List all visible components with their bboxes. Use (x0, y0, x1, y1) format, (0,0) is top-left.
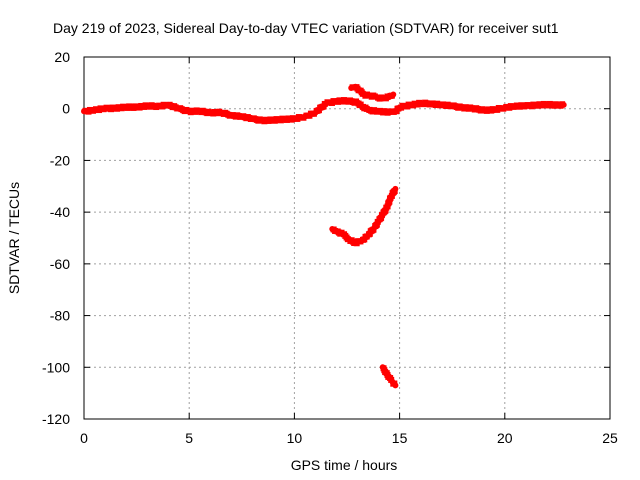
data-point (560, 101, 567, 108)
data-point (392, 185, 399, 192)
x-tick-label: 10 (287, 430, 303, 446)
series-upper-arc (348, 83, 397, 102)
y-tick-label: -100 (42, 359, 70, 375)
y-tick-label: -40 (50, 204, 70, 220)
x-tick-label: 20 (497, 430, 513, 446)
y-tick-label: -60 (50, 256, 70, 272)
y-tick-label: -20 (50, 152, 70, 168)
y-tick-label: -80 (50, 308, 70, 324)
x-tick-label: 5 (185, 430, 193, 446)
y-tick-label: -120 (42, 411, 70, 427)
x-tick-label: 15 (392, 430, 408, 446)
data-point (390, 91, 397, 98)
x-tick-label: 0 (80, 430, 88, 446)
x-tick-label: 25 (602, 430, 618, 446)
data-points (81, 83, 567, 389)
data-point (392, 382, 399, 389)
series-descending-arc (329, 185, 399, 247)
y-tick-label: 0 (62, 101, 70, 117)
x-axis-label: GPS time / hours (291, 457, 398, 473)
plot-frame (83, 56, 611, 420)
axis-ticks: 0 5 10 15 20 25 20 0 -20 -40 -60 -80 -100 -120 (42, 49, 618, 446)
series-low-segment (379, 364, 399, 389)
y-axis-label: SDTVAR / TECUs (6, 182, 22, 294)
chart-title: Day 219 of 2023, Sidereal Day-to-day VTE… (53, 20, 559, 36)
series-main-band (81, 97, 567, 125)
y-tick-label: 20 (54, 49, 70, 65)
